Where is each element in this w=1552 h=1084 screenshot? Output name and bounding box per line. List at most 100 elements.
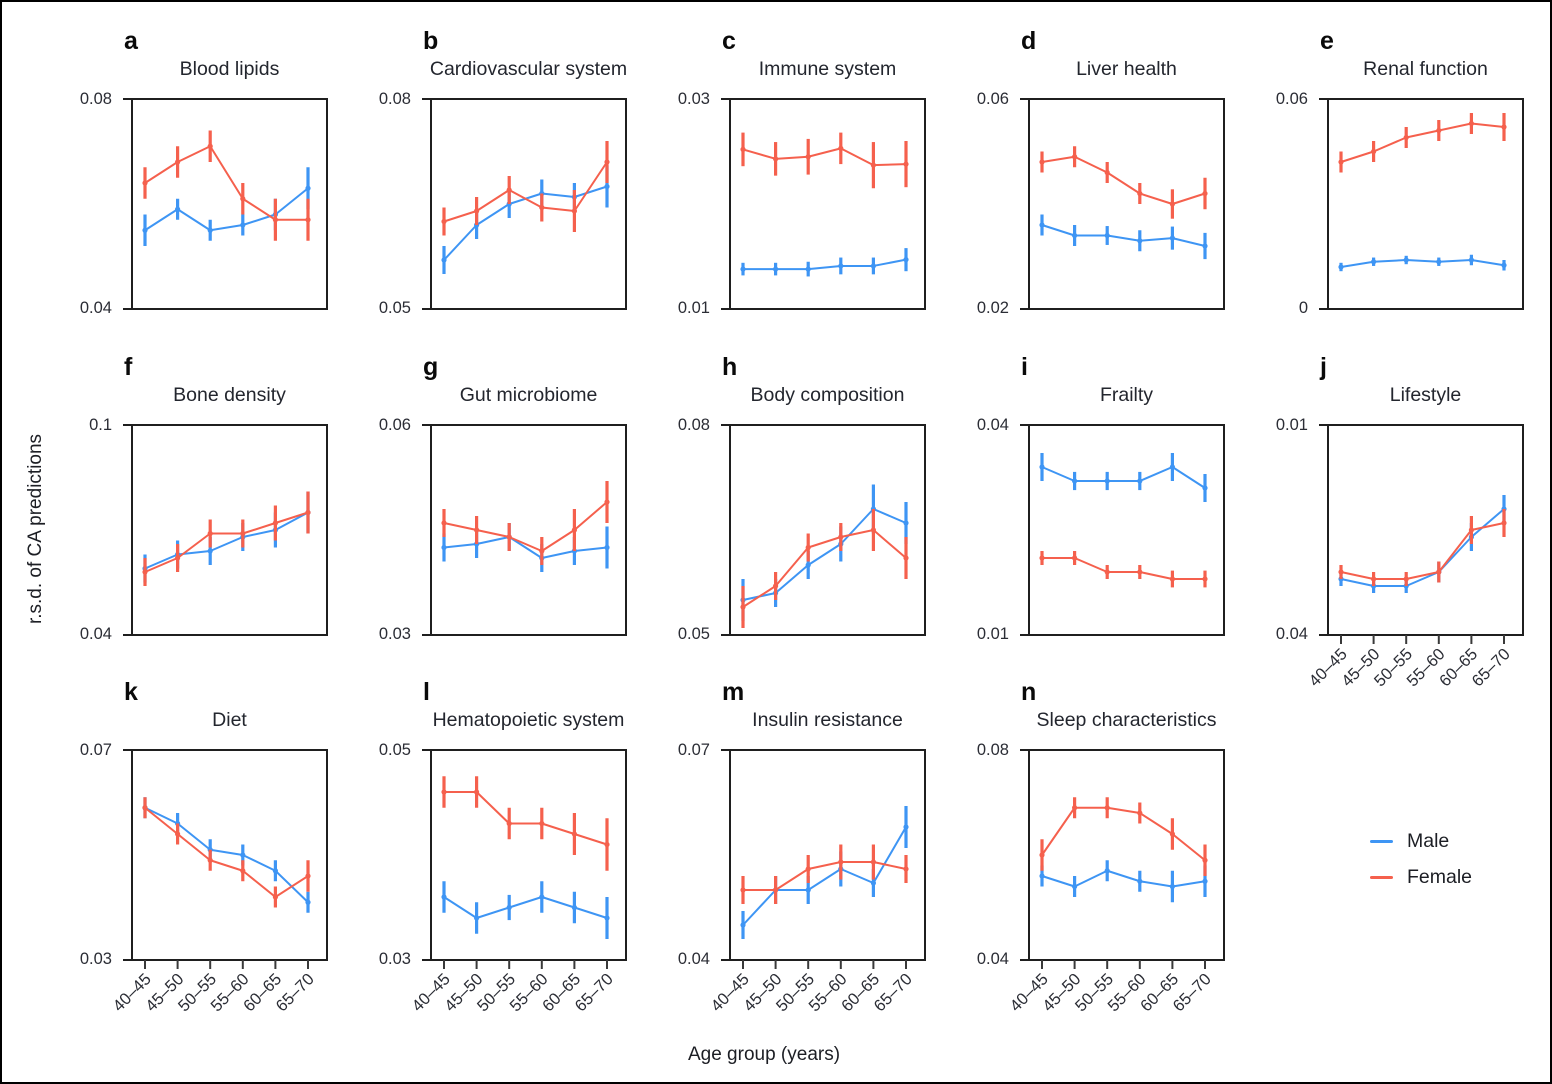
panel-title-i: Frailty [1099, 384, 1154, 406]
series-male [1338, 495, 1507, 593]
ytick-bottom-b: 0.05 [378, 299, 411, 317]
series-female [441, 776, 610, 871]
data-point [773, 266, 779, 272]
legend-label-male: Male [1407, 830, 1450, 852]
data-point [305, 509, 311, 516]
female-line-swatch [1370, 876, 1393, 879]
panel-letter-a: a [124, 27, 138, 55]
data-line [743, 861, 907, 891]
data-point [1137, 569, 1143, 575]
data-point [903, 866, 909, 872]
series-female [740, 844, 909, 904]
ytick-bottom-l: 0.03 [378, 950, 411, 968]
data-point [1104, 805, 1110, 811]
data-point [1104, 478, 1110, 484]
data-point [1403, 257, 1409, 263]
data-point [441, 544, 447, 551]
ytick-bottom-c: 0.01 [677, 299, 710, 317]
data-point [207, 143, 213, 149]
data-point [1501, 520, 1507, 526]
series-female [1338, 509, 1507, 586]
data-point [1371, 259, 1377, 265]
ytick-bottom-k: 0.03 [79, 950, 112, 968]
ytick-top-n: 0.08 [976, 741, 1009, 759]
panel-plot-a [123, 98, 328, 310]
data-point [142, 180, 148, 186]
data-point [604, 841, 610, 848]
ytick-top-k: 0.07 [79, 741, 112, 759]
x-tick-label: 65–70 [871, 970, 916, 1015]
series-male [441, 165, 610, 274]
data-point [870, 162, 876, 168]
axes-box [1028, 749, 1225, 961]
ytick-bottom-a: 0.04 [79, 299, 112, 317]
data-line [742, 826, 907, 926]
panel-plot-e [1319, 98, 1524, 310]
data-line [1041, 869, 1206, 888]
data-point [1039, 222, 1045, 228]
data-point [506, 534, 512, 540]
axes-box [131, 424, 328, 636]
data-point [1169, 831, 1175, 837]
data-line [1041, 224, 1206, 247]
series-male [1039, 860, 1208, 903]
y-axis-label: r.s.d. of CA predictions [25, 433, 46, 625]
data-line [742, 529, 907, 608]
panel-title-b: Cardiovascular system [429, 58, 628, 80]
data-point [1169, 464, 1175, 470]
series-female [142, 130, 311, 241]
data-point [272, 894, 278, 900]
series-male [441, 881, 610, 939]
series-female [1039, 551, 1208, 588]
data-point [838, 263, 844, 269]
data-point [240, 868, 246, 874]
data-point [1137, 810, 1143, 816]
data-point [773, 583, 779, 589]
legend-label-female: Female [1407, 866, 1473, 888]
data-point [207, 227, 213, 233]
data-point [240, 852, 246, 858]
data-line [144, 511, 309, 573]
series-male [740, 484, 909, 621]
data-point [1137, 190, 1143, 197]
ytick-top-g: 0.06 [378, 416, 411, 434]
data-point [903, 257, 909, 263]
ytick-top-h: 0.08 [677, 416, 710, 434]
data-point [1202, 576, 1208, 582]
data-line [1041, 155, 1206, 205]
data-point [506, 187, 512, 193]
data-point [539, 548, 545, 554]
data-point [240, 530, 246, 537]
data-line [1340, 522, 1505, 580]
data-point [1039, 852, 1045, 858]
series-male [1039, 453, 1208, 502]
data-point [740, 146, 746, 152]
data-point [1403, 134, 1409, 141]
ytick-top-a: 0.08 [79, 90, 112, 108]
data-line [443, 536, 608, 559]
panel-plot-i [1020, 424, 1225, 636]
panel-title-d: Liver health [1076, 58, 1177, 80]
data-point [571, 904, 577, 911]
data-point [805, 866, 811, 872]
data-point [1403, 576, 1409, 582]
panel-letter-h: h [722, 353, 738, 381]
ytick-bottom-g: 0.03 [378, 625, 411, 643]
data-point [1137, 238, 1143, 244]
series-female [1039, 797, 1208, 876]
data-point [571, 527, 577, 533]
data-point [142, 227, 148, 233]
x-tick-label: 65–70 [273, 970, 318, 1015]
data-point [474, 789, 480, 795]
axes-box [1327, 424, 1524, 636]
series-female [1338, 113, 1507, 173]
data-point [903, 824, 909, 830]
data-point [838, 534, 844, 540]
data-point [1039, 159, 1045, 165]
